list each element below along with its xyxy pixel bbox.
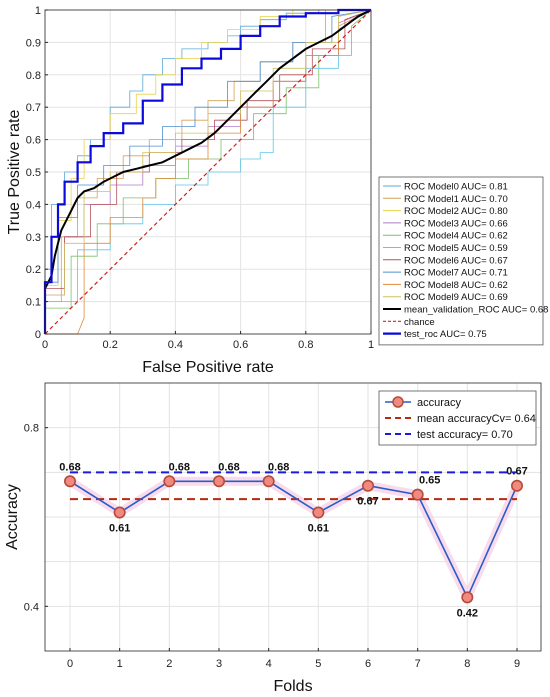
acc-point [213,475,226,488]
acc-legend-entry: test accuracy= 0.70 [417,429,513,441]
acc-xtick-label: 4 [266,658,272,670]
roc-legend-entry: mean_validation_ROC AUC= 0.68 [404,305,548,316]
acc-point [163,475,176,488]
acc-xtick-label: 2 [166,658,172,670]
roc-legend-entry: ROC Model7 AUC= 0.71 [404,268,508,279]
roc-legend-entry: ROC Model3 AUC= 0.66 [404,218,508,229]
acc-xtick-label: 7 [415,658,421,670]
roc-legend-entry: ROC Model1 AUC= 0.70 [404,194,508,205]
acc-data-label: 0.68 [59,461,80,473]
roc-xtick-label: 1 [368,339,374,351]
roc-series-7 [44,9,372,334]
roc-xtick-label: 0.6 [233,339,248,351]
roc-legend-entry: ROC Model0 AUC= 0.81 [404,182,508,193]
roc-ytick-label: 0.4 [26,199,41,211]
roc-ytick-label: 0.8 [26,70,41,82]
roc-series-12 [43,8,371,334]
roc-ytick-label: 0.5 [26,167,41,179]
acc-xtick-label: 8 [464,658,470,670]
roc-legend-entry: chance [404,317,435,328]
acc-xtick-label: 5 [315,658,321,670]
roc-series-5 [44,9,372,334]
acc-data-label: 0.68 [218,461,239,473]
acc-point [411,488,424,501]
roc-ytick-label: 0.7 [26,102,41,114]
acc-legend-entry: mean accuracyCv= 0.64 [417,413,536,425]
roc-legend-box [378,176,544,346]
roc-ytick-label: 0.9 [26,37,41,49]
acc-legend-marker [392,396,404,408]
roc-legend-entry: ROC Model5 AUC= 0.59 [404,243,508,254]
roc-xtick-label: 0.4 [168,339,183,351]
acc-data-label: 0.67 [506,466,527,478]
acc-data-label: 0.65 [419,475,440,487]
acc-point [361,479,374,492]
roc-legend-entry: ROC Model6 AUC= 0.67 [404,255,508,266]
roc-series-6 [44,9,372,334]
roc-xtick-label: 0 [42,339,48,351]
acc-xtick-label: 0 [67,658,73,670]
roc-y-axis-label: True Positive rate [6,110,23,235]
acc-data-label: 0.61 [109,523,130,535]
acc-data-label: 0.68 [169,461,190,473]
acc-point [64,475,77,488]
acc-point [510,479,523,492]
acc-point [113,506,126,519]
roc-legend-entry: ROC Model2 AUC= 0.80 [404,206,508,217]
acc-point [461,591,474,604]
acc-data-label: 0.68 [268,461,289,473]
acc-legend: accuracy mean accuracyCv= 0.64 test accura… [378,390,537,446]
roc-xtick-label: 0.8 [298,339,313,351]
acc-y-axis-label: Accuracy [4,484,21,550]
acc-xtick-label: 9 [514,658,520,670]
roc-ytick-label: 0.3 [26,232,41,244]
roc-ytick-label: 0.2 [26,264,41,276]
acc-data-label: 0.67 [357,496,378,508]
roc-ytick-label: 0.6 [26,135,41,147]
roc-legend-entry: test_roc AUC= 0.75 [404,329,487,340]
roc-series-10 [44,9,372,290]
acc-x-axis-label: Folds [273,678,312,695]
roc-series-9 [44,9,372,334]
roc-ytick-label: 0.1 [26,297,41,309]
acc-xtick-label: 3 [216,658,222,670]
acc-series-line [69,480,518,600]
acc-axes-frame [44,382,542,652]
roc-series-8 [45,9,372,335]
acc-point [262,475,275,488]
accuracy-chart: 0.680.610.68 0.68 0.680.610.670.650.420.67… [4,382,542,695]
roc-legend-entry: ROC Model8 AUC= 0.62 [404,280,508,291]
acc-legend-entry: accuracy [417,397,462,409]
acc-xtick-label: 6 [365,658,371,670]
acc-xtick-label: 1 [117,658,123,670]
roc-xtick-label: 0.2 [103,339,118,351]
roc-legend-entry: ROC Model4 AUC= 0.62 [404,231,508,242]
roc-legend-entry: ROC Model9 AUC= 0.69 [404,292,508,303]
roc-ytick-label: 1 [35,5,41,17]
roc-ytick-label: 0 [35,329,41,341]
acc-ytick-label: 0.8 [24,423,39,435]
acc-data-label: 0.61 [308,523,329,535]
roc-x-axis-label: False Positive rate [142,359,274,376]
acc-ytick-label: 0.4 [24,601,39,613]
roc-chart: 0 0.2 0.4 0.6 0.8 1 0 0.1 0.2 0.3 0.4 0.5 0.6 0.7 0.8 0… [6,5,548,376]
acc-point [312,506,325,519]
acc-data-label: 0.42 [457,607,478,619]
